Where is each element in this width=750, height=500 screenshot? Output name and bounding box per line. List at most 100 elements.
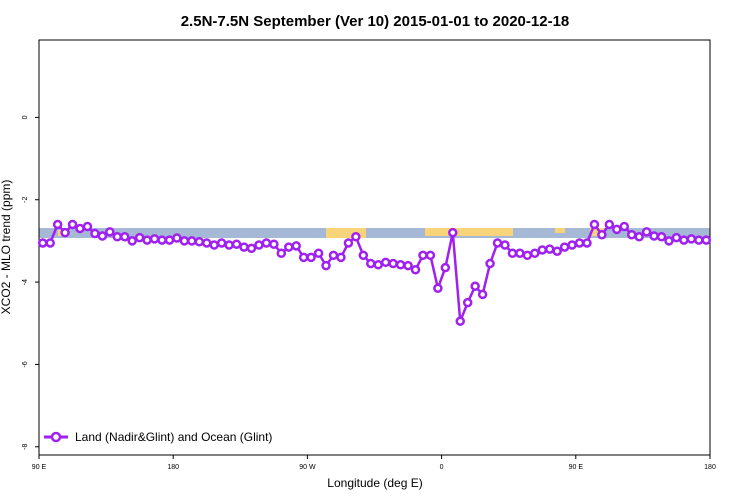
data-point [597, 229, 607, 240]
y-axis-label: XCO2 - MLO trend (ppm) [0, 180, 13, 315]
data-point [410, 264, 421, 275]
data-point [604, 219, 615, 230]
data-point [574, 238, 585, 248]
data-point [559, 242, 570, 252]
data-point [477, 289, 488, 300]
data-point [276, 248, 287, 259]
data-point [649, 231, 659, 241]
data-point [149, 234, 160, 244]
data-point [306, 252, 316, 263]
data-point [90, 228, 100, 239]
data-point [619, 221, 630, 232]
data-point [544, 244, 555, 254]
data-point [634, 232, 644, 242]
data-point [418, 250, 428, 261]
data-point [403, 260, 413, 271]
data-point [179, 236, 190, 246]
data-point [440, 262, 451, 273]
data-point [388, 258, 398, 269]
data-point [679, 235, 689, 245]
data-point [515, 248, 525, 259]
data-point [470, 281, 480, 291]
data-point [261, 238, 272, 248]
x-tick-label: 0 [440, 464, 444, 471]
x-tick-label: 90 E [32, 464, 47, 471]
data-point [343, 238, 354, 248]
data-point [127, 236, 137, 246]
data-point [686, 234, 697, 244]
data-point [37, 238, 48, 248]
data-point [134, 232, 145, 243]
data-point [530, 248, 540, 259]
data-point [336, 252, 346, 263]
data-point [187, 236, 197, 246]
data-point [239, 242, 249, 252]
data-point [254, 240, 264, 250]
data-point [52, 219, 63, 230]
data-point [284, 242, 294, 252]
data-point [500, 240, 510, 250]
data-point [112, 232, 123, 242]
data-point [552, 246, 562, 256]
data-point [202, 238, 212, 248]
data-point [455, 316, 465, 326]
data-point [172, 233, 182, 243]
data-point [321, 260, 331, 271]
data-point [246, 243, 257, 254]
data-point [373, 260, 383, 270]
data-point [75, 223, 85, 234]
data-point [507, 248, 518, 259]
x-axis-label: Longitude (deg E) [327, 476, 422, 490]
y-tick-label: -4 [22, 279, 29, 285]
data-point [626, 229, 637, 240]
x-tick-label: 180 [167, 464, 179, 471]
data-point [694, 235, 704, 245]
data-point [45, 238, 55, 248]
data-point [395, 260, 406, 270]
data-point [291, 241, 301, 251]
data-point [701, 235, 712, 245]
legend-label: Land (Nadir&Glint) and Ocean (Glint) [75, 430, 272, 444]
data-point [231, 239, 242, 249]
data-point [224, 240, 234, 250]
data-point [656, 232, 667, 242]
legend-marker [50, 431, 62, 443]
data-point [492, 238, 503, 248]
y-tick-label: -2 [22, 197, 29, 203]
data-point [328, 250, 339, 261]
data-point [380, 257, 391, 268]
data-point [298, 252, 309, 263]
data-point [425, 250, 436, 261]
data-point [97, 231, 108, 241]
data-point [671, 232, 682, 243]
data-point [164, 235, 175, 245]
data-point [216, 238, 227, 248]
y-tick-label: 0 [22, 115, 29, 119]
x-tick-label: 90 E [569, 464, 584, 471]
data-point [313, 248, 324, 259]
chart-title: 2.5N-7.5N September (Ver 10) 2015-01-01 … [181, 13, 570, 30]
data-point [582, 238, 592, 248]
data-point [67, 219, 78, 230]
data-point [448, 227, 458, 238]
data-point [209, 240, 219, 250]
data-point [194, 236, 205, 247]
data-point [612, 224, 622, 235]
data-point [105, 227, 115, 237]
data-point [522, 250, 533, 261]
data-point [641, 227, 652, 237]
plot-frame [38, 39, 711, 456]
data-point [60, 227, 70, 238]
y-tick-label: -8 [22, 444, 29, 450]
data-point [119, 232, 130, 242]
data-point [537, 245, 547, 255]
data-point [485, 258, 495, 269]
data-point [664, 236, 674, 246]
x-tick-label: 180 [704, 464, 716, 471]
data-point [433, 283, 443, 294]
data-point [157, 235, 167, 245]
data-point [351, 232, 361, 242]
data-point [589, 219, 600, 230]
data-point [567, 240, 577, 250]
